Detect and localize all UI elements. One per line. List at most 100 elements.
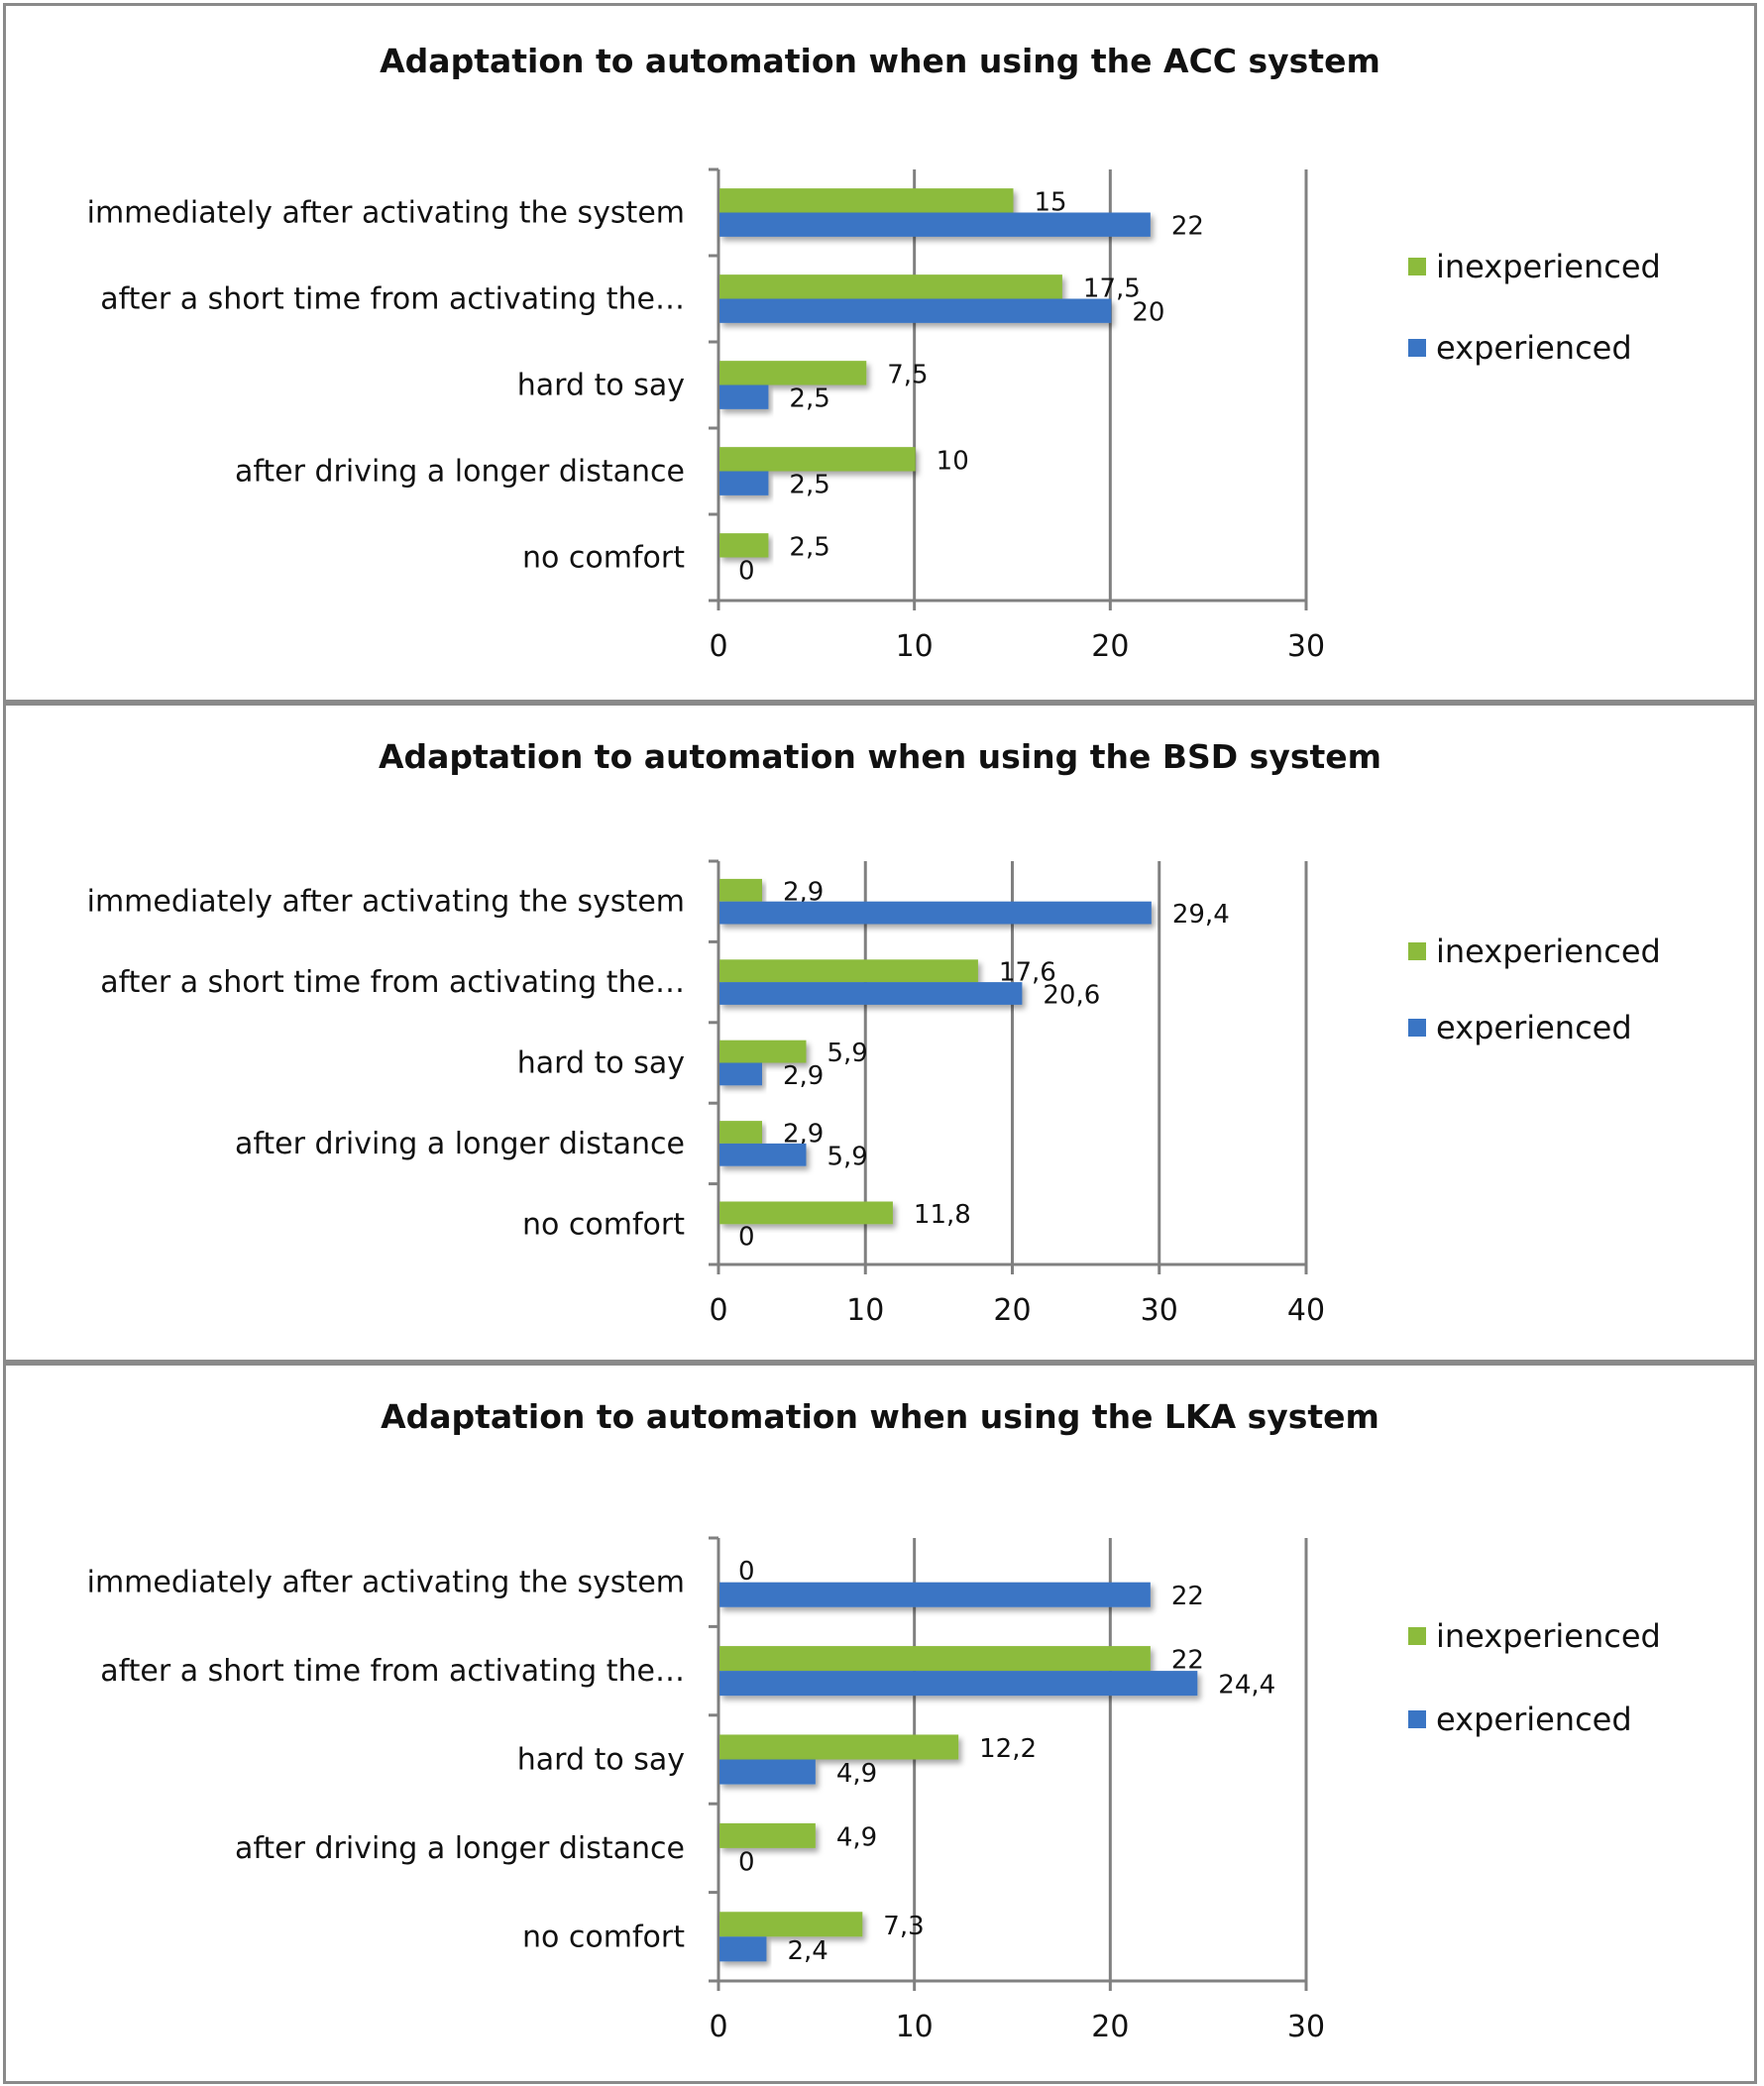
data-label: 2,5 [789, 471, 829, 500]
bar-experienced [719, 1936, 767, 1962]
bar-inexperienced [719, 274, 1062, 299]
bar-inexperienced [719, 1734, 959, 1760]
chart-panel-lka: Adaptation to automation when using the … [3, 1363, 1757, 2084]
bar-experienced [719, 471, 769, 495]
data-label: 0 [738, 557, 755, 587]
data-label: 11,8 [914, 1200, 971, 1230]
chart-lka: 0 10 20 30 immediately after activating the … [87, 1536, 1661, 2044]
legend-label: experienced [1436, 1701, 1632, 1738]
legend-label: inexperienced [1436, 248, 1661, 285]
data-label: 0 [738, 1557, 755, 1587]
legend-swatch [1408, 1627, 1426, 1645]
category-label: after a short time from activating the… [100, 1654, 685, 1689]
bar-inexperienced [719, 533, 769, 558]
data-label: 17,5 [1083, 274, 1141, 303]
legend-swatch [1408, 942, 1426, 960]
x-tick-label: 0 [709, 1293, 727, 1328]
category-label: immediately after activating the system [87, 196, 685, 231]
bar-inexperienced [719, 361, 867, 385]
bar-inexperienced [719, 1822, 816, 1848]
category-label: immediately after activating the system [87, 1566, 685, 1600]
data-label: 4,9 [836, 1822, 877, 1852]
data-label: 20 [1132, 298, 1164, 328]
chart-title: Adaptation to automation when using the … [380, 42, 1380, 80]
x-tick-label: 40 [1287, 1293, 1325, 1328]
bar-experienced [719, 1671, 1198, 1697]
data-label: 2,9 [783, 1061, 824, 1091]
x-tick-label: 10 [896, 2010, 934, 2044]
legend-swatch [1408, 1710, 1426, 1728]
data-label: 2,5 [789, 384, 829, 414]
legend-label: experienced [1436, 329, 1632, 367]
legend-label: inexperienced [1436, 933, 1661, 970]
bar-experienced [719, 1582, 1151, 1607]
category-label: after driving a longer distance [235, 1831, 685, 1866]
bar-inexperienced [719, 878, 762, 902]
chart-title: Adaptation to automation when using the … [381, 1397, 1379, 1436]
legend-label: experienced [1436, 1009, 1632, 1046]
category-label: hard to say [517, 1743, 685, 1778]
x-tick-label: 0 [709, 2010, 727, 2044]
data-label: 4,9 [836, 1759, 877, 1789]
bar-experienced [719, 982, 1023, 1005]
data-label: 20,6 [1043, 980, 1100, 1010]
bar-inexperienced [719, 447, 916, 472]
data-label: 15 [1035, 187, 1067, 217]
data-label: 29,4 [1172, 900, 1230, 930]
chart-title: Adaptation to automation when using the … [378, 737, 1382, 776]
x-tick-label: 10 [896, 629, 934, 664]
bar-inexperienced [719, 1912, 863, 1937]
x-tick-label: 20 [1091, 629, 1129, 664]
bar-inexperienced [719, 1040, 807, 1063]
bar-inexperienced [719, 959, 978, 983]
data-label: 22 [1171, 1582, 1204, 1611]
data-label: 22 [1171, 1646, 1204, 1676]
category-label: after driving a longer distance [235, 1127, 685, 1161]
legend-swatch [1408, 339, 1426, 357]
x-tick-label: 20 [993, 1293, 1031, 1328]
data-label: 10 [937, 446, 969, 476]
chart-panel-bsd: Adaptation to automation when using the … [3, 703, 1757, 1363]
category-label: no comfort [522, 1920, 685, 1954]
category-label: no comfort [522, 541, 685, 576]
bar-inexperienced [719, 1201, 893, 1225]
data-label: 7,5 [887, 360, 928, 389]
bar-experienced [719, 1759, 816, 1785]
category-label: immediately after activating the system [87, 885, 685, 920]
bar-experienced [719, 298, 1112, 323]
data-label: 0 [738, 1847, 755, 1877]
chart-bsd: 0 10 20 30 40 immediately after activating th… [87, 859, 1661, 1328]
bar-experienced [719, 212, 1151, 237]
bar-experienced [719, 384, 769, 409]
data-label: 22 [1171, 212, 1204, 242]
data-label: 2,4 [787, 1936, 827, 1966]
category-label: after driving a longer distance [235, 455, 685, 490]
bar-inexperienced [719, 1646, 1151, 1672]
legend-swatch [1408, 258, 1426, 275]
x-tick-label: 30 [1287, 629, 1325, 664]
data-label: 5,9 [827, 1142, 867, 1171]
category-label: after a short time from activating the… [100, 965, 685, 1000]
data-label: 5,9 [827, 1039, 867, 1068]
bar-inexperienced [719, 188, 1014, 213]
bar-experienced [719, 1143, 807, 1166]
bar-experienced [719, 1062, 762, 1086]
x-tick-label: 0 [709, 629, 727, 664]
category-label: no comfort [522, 1207, 685, 1242]
category-label: after a short time from activating the… [100, 282, 685, 317]
x-tick-label: 30 [1287, 2010, 1325, 2044]
data-label: 0 [738, 1223, 755, 1253]
data-label: 7,3 [883, 1912, 924, 1941]
data-label: 2,5 [789, 532, 829, 562]
x-tick-label: 10 [846, 1293, 884, 1328]
chart-panel-acc: Adaptation to automation when using the … [3, 3, 1757, 703]
bar-experienced [719, 901, 1152, 925]
data-label: 12,2 [979, 1734, 1037, 1764]
legend-label: inexperienced [1436, 1617, 1661, 1655]
bar-inexperienced [719, 1121, 762, 1144]
chart-acc: 0 10 20 30 immediately after activating the … [87, 167, 1661, 664]
data-label: 24,4 [1218, 1671, 1275, 1701]
legend-swatch [1408, 1019, 1426, 1037]
category-label: hard to say [517, 369, 685, 403]
category-label: hard to say [517, 1046, 685, 1081]
